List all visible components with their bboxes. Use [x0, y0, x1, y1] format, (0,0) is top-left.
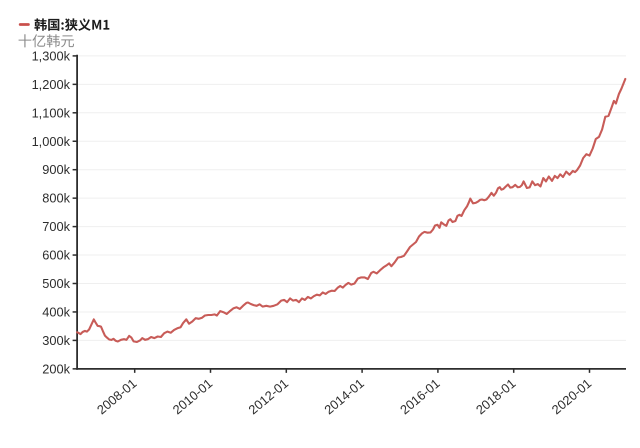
svg-text:800k: 800k [42, 191, 70, 206]
svg-text:1,300k: 1,300k [32, 48, 71, 63]
svg-text:500k: 500k [42, 276, 70, 291]
svg-text:200k: 200k [42, 361, 70, 376]
svg-text:1,100k: 1,100k [32, 105, 71, 120]
svg-text:900k: 900k [42, 162, 70, 177]
svg-text:700k: 700k [42, 219, 70, 234]
svg-text:1,000k: 1,000k [32, 134, 71, 149]
svg-text:400k: 400k [42, 304, 70, 319]
svg-text:300k: 300k [42, 333, 70, 348]
svg-text:1,200k: 1,200k [32, 77, 71, 92]
svg-text:600k: 600k [42, 248, 70, 263]
